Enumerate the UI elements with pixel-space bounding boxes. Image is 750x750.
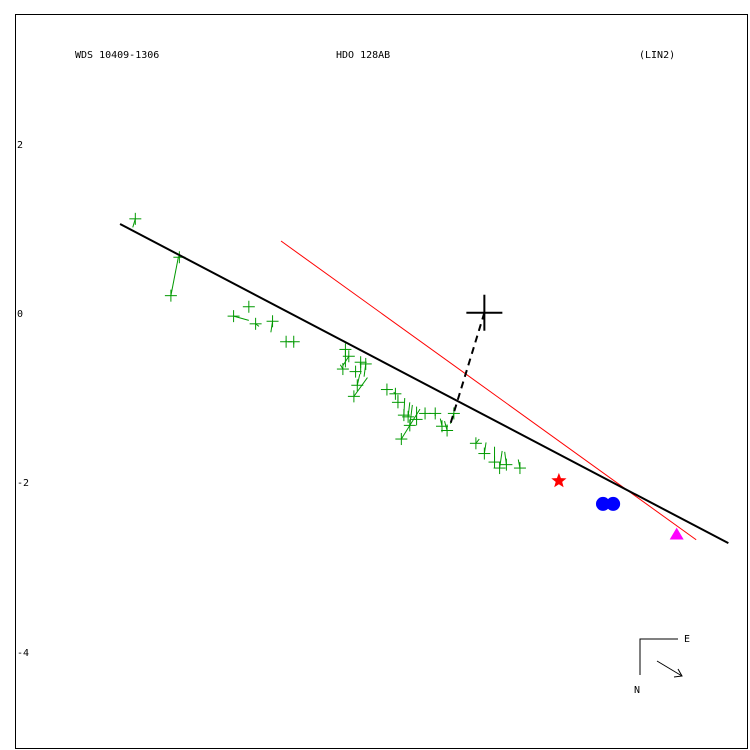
observation-point <box>347 390 360 403</box>
residual-line <box>475 438 480 444</box>
observation-point <box>403 419 416 432</box>
observation-point <box>359 357 372 370</box>
observation-point <box>410 413 423 426</box>
observation-point <box>488 456 501 469</box>
observation-points <box>129 212 526 475</box>
observation-point <box>227 310 240 323</box>
header-discoverer: HDO 128AB <box>336 50 390 61</box>
compass-axes <box>639 638 678 675</box>
observation-point <box>287 335 300 348</box>
observation-point <box>429 407 442 420</box>
residual-line <box>170 256 180 296</box>
observation-point <box>164 289 177 302</box>
observation-point <box>351 379 364 392</box>
observation-point <box>469 437 482 450</box>
observation-point <box>336 363 349 376</box>
residual-line <box>233 315 249 321</box>
dot-marker <box>595 496 610 511</box>
observation-point <box>395 433 408 446</box>
star-marker <box>551 472 567 488</box>
compass-east-label: E <box>684 634 690 645</box>
observation-point <box>249 317 262 330</box>
residual-line <box>342 355 350 366</box>
compass-north-label: N <box>634 685 640 696</box>
y-tick-label-minus-2: -2 <box>17 478 29 489</box>
observation-point <box>339 343 352 356</box>
observation-point <box>493 462 506 475</box>
observation-point <box>266 315 279 328</box>
dot-marker <box>606 496 621 511</box>
observation-point <box>478 447 491 460</box>
compass-motion-arrow <box>656 660 683 677</box>
observation-point <box>129 212 142 225</box>
header-designation: WDS 10409-1306 <box>75 50 159 61</box>
observation-point <box>354 356 367 369</box>
triangle-marker <box>669 527 684 540</box>
residual-line <box>353 377 368 397</box>
observation-point <box>380 383 393 396</box>
y-tick-label-2: 2 <box>17 140 23 151</box>
header-orbit-code: (LIN2) <box>639 50 675 61</box>
observation-point <box>389 387 402 400</box>
y-tick-label-0: 0 <box>17 309 23 320</box>
observation-point <box>242 300 255 313</box>
observation-point <box>402 410 415 423</box>
observation-point <box>349 365 362 378</box>
observation-point <box>419 407 432 420</box>
plot-frame <box>15 14 748 749</box>
observation-point <box>391 396 404 409</box>
primary-star-cross <box>466 294 503 331</box>
observation-point <box>342 350 355 363</box>
fitted-orbit-line <box>119 223 729 545</box>
observation-point <box>500 458 513 471</box>
observation-point <box>513 462 526 475</box>
periastron-dots <box>595 496 621 511</box>
y-tick-label-minus-4: -4 <box>17 648 29 659</box>
observation-point <box>441 424 454 437</box>
compass: E N <box>634 634 690 696</box>
line-of-nodes <box>449 312 486 424</box>
compass-arrow-head <box>673 668 683 678</box>
